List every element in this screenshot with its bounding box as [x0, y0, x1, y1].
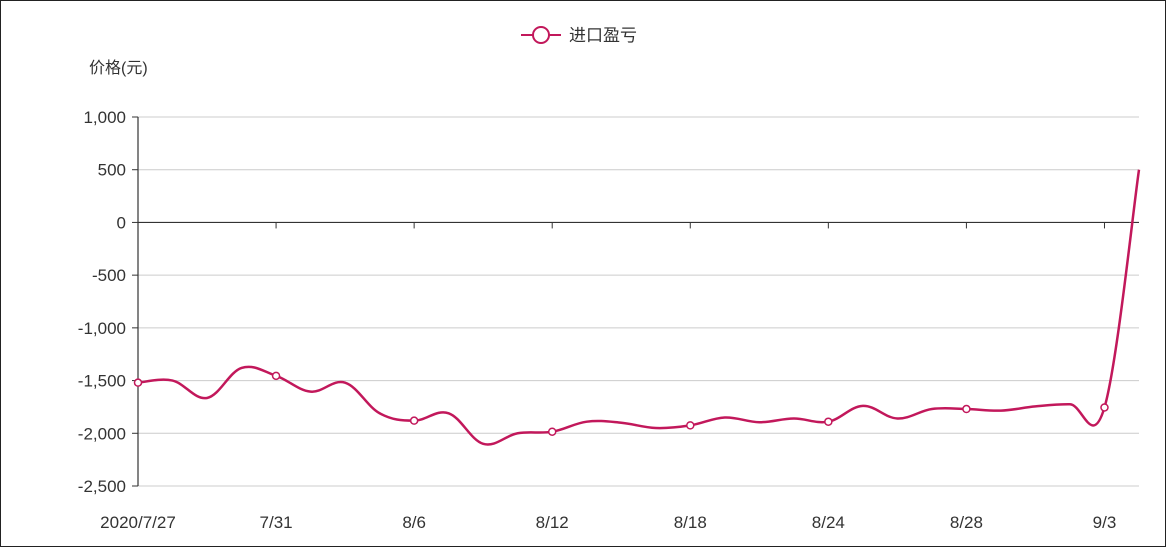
x-tick-label: 8/24 [812, 513, 845, 532]
data-point [271, 371, 281, 381]
y-tick-label: -1,500 [78, 372, 126, 391]
series-line [137, 169, 1141, 446]
gridlines [138, 116, 1139, 487]
x-tick-label: 9/3 [1093, 513, 1117, 532]
data-point [962, 404, 971, 414]
x-tick-label: 8/18 [674, 513, 707, 532]
y-tick-label: 0 [117, 213, 126, 232]
legend-marker [532, 26, 550, 44]
data-point [686, 421, 695, 430]
legend-label: 进口盈亏 [569, 26, 637, 45]
legend[interactable]: 进口盈亏 [521, 26, 637, 45]
x-tick-label: 7/31 [260, 513, 293, 532]
data-point [1100, 403, 1109, 412]
y-tick-label: 1,000 [83, 108, 126, 127]
data-point [547, 427, 557, 436]
x-tick-label: 8/28 [950, 513, 983, 532]
y-tick-label: -2,000 [78, 424, 126, 443]
series [133, 169, 1141, 446]
y-tick-label: -2,500 [78, 477, 126, 496]
data-point [824, 417, 833, 426]
x-tick-label: 8/12 [536, 513, 569, 532]
x-tick-label: 2020/7/27 [100, 513, 176, 532]
data-point [133, 378, 143, 387]
x-tick-label: 8/6 [402, 513, 426, 532]
y-tick-label: -500 [92, 266, 126, 285]
data-point [409, 416, 419, 425]
y-tick-label: 500 [98, 161, 126, 180]
y-tick-label: -1,000 [78, 319, 126, 338]
axes: 1,000 500 0 -500 -1,000 -1,500 -2,000 -2,500 202… [78, 108, 1139, 532]
y-axis-title: 价格(元) [89, 59, 148, 77]
